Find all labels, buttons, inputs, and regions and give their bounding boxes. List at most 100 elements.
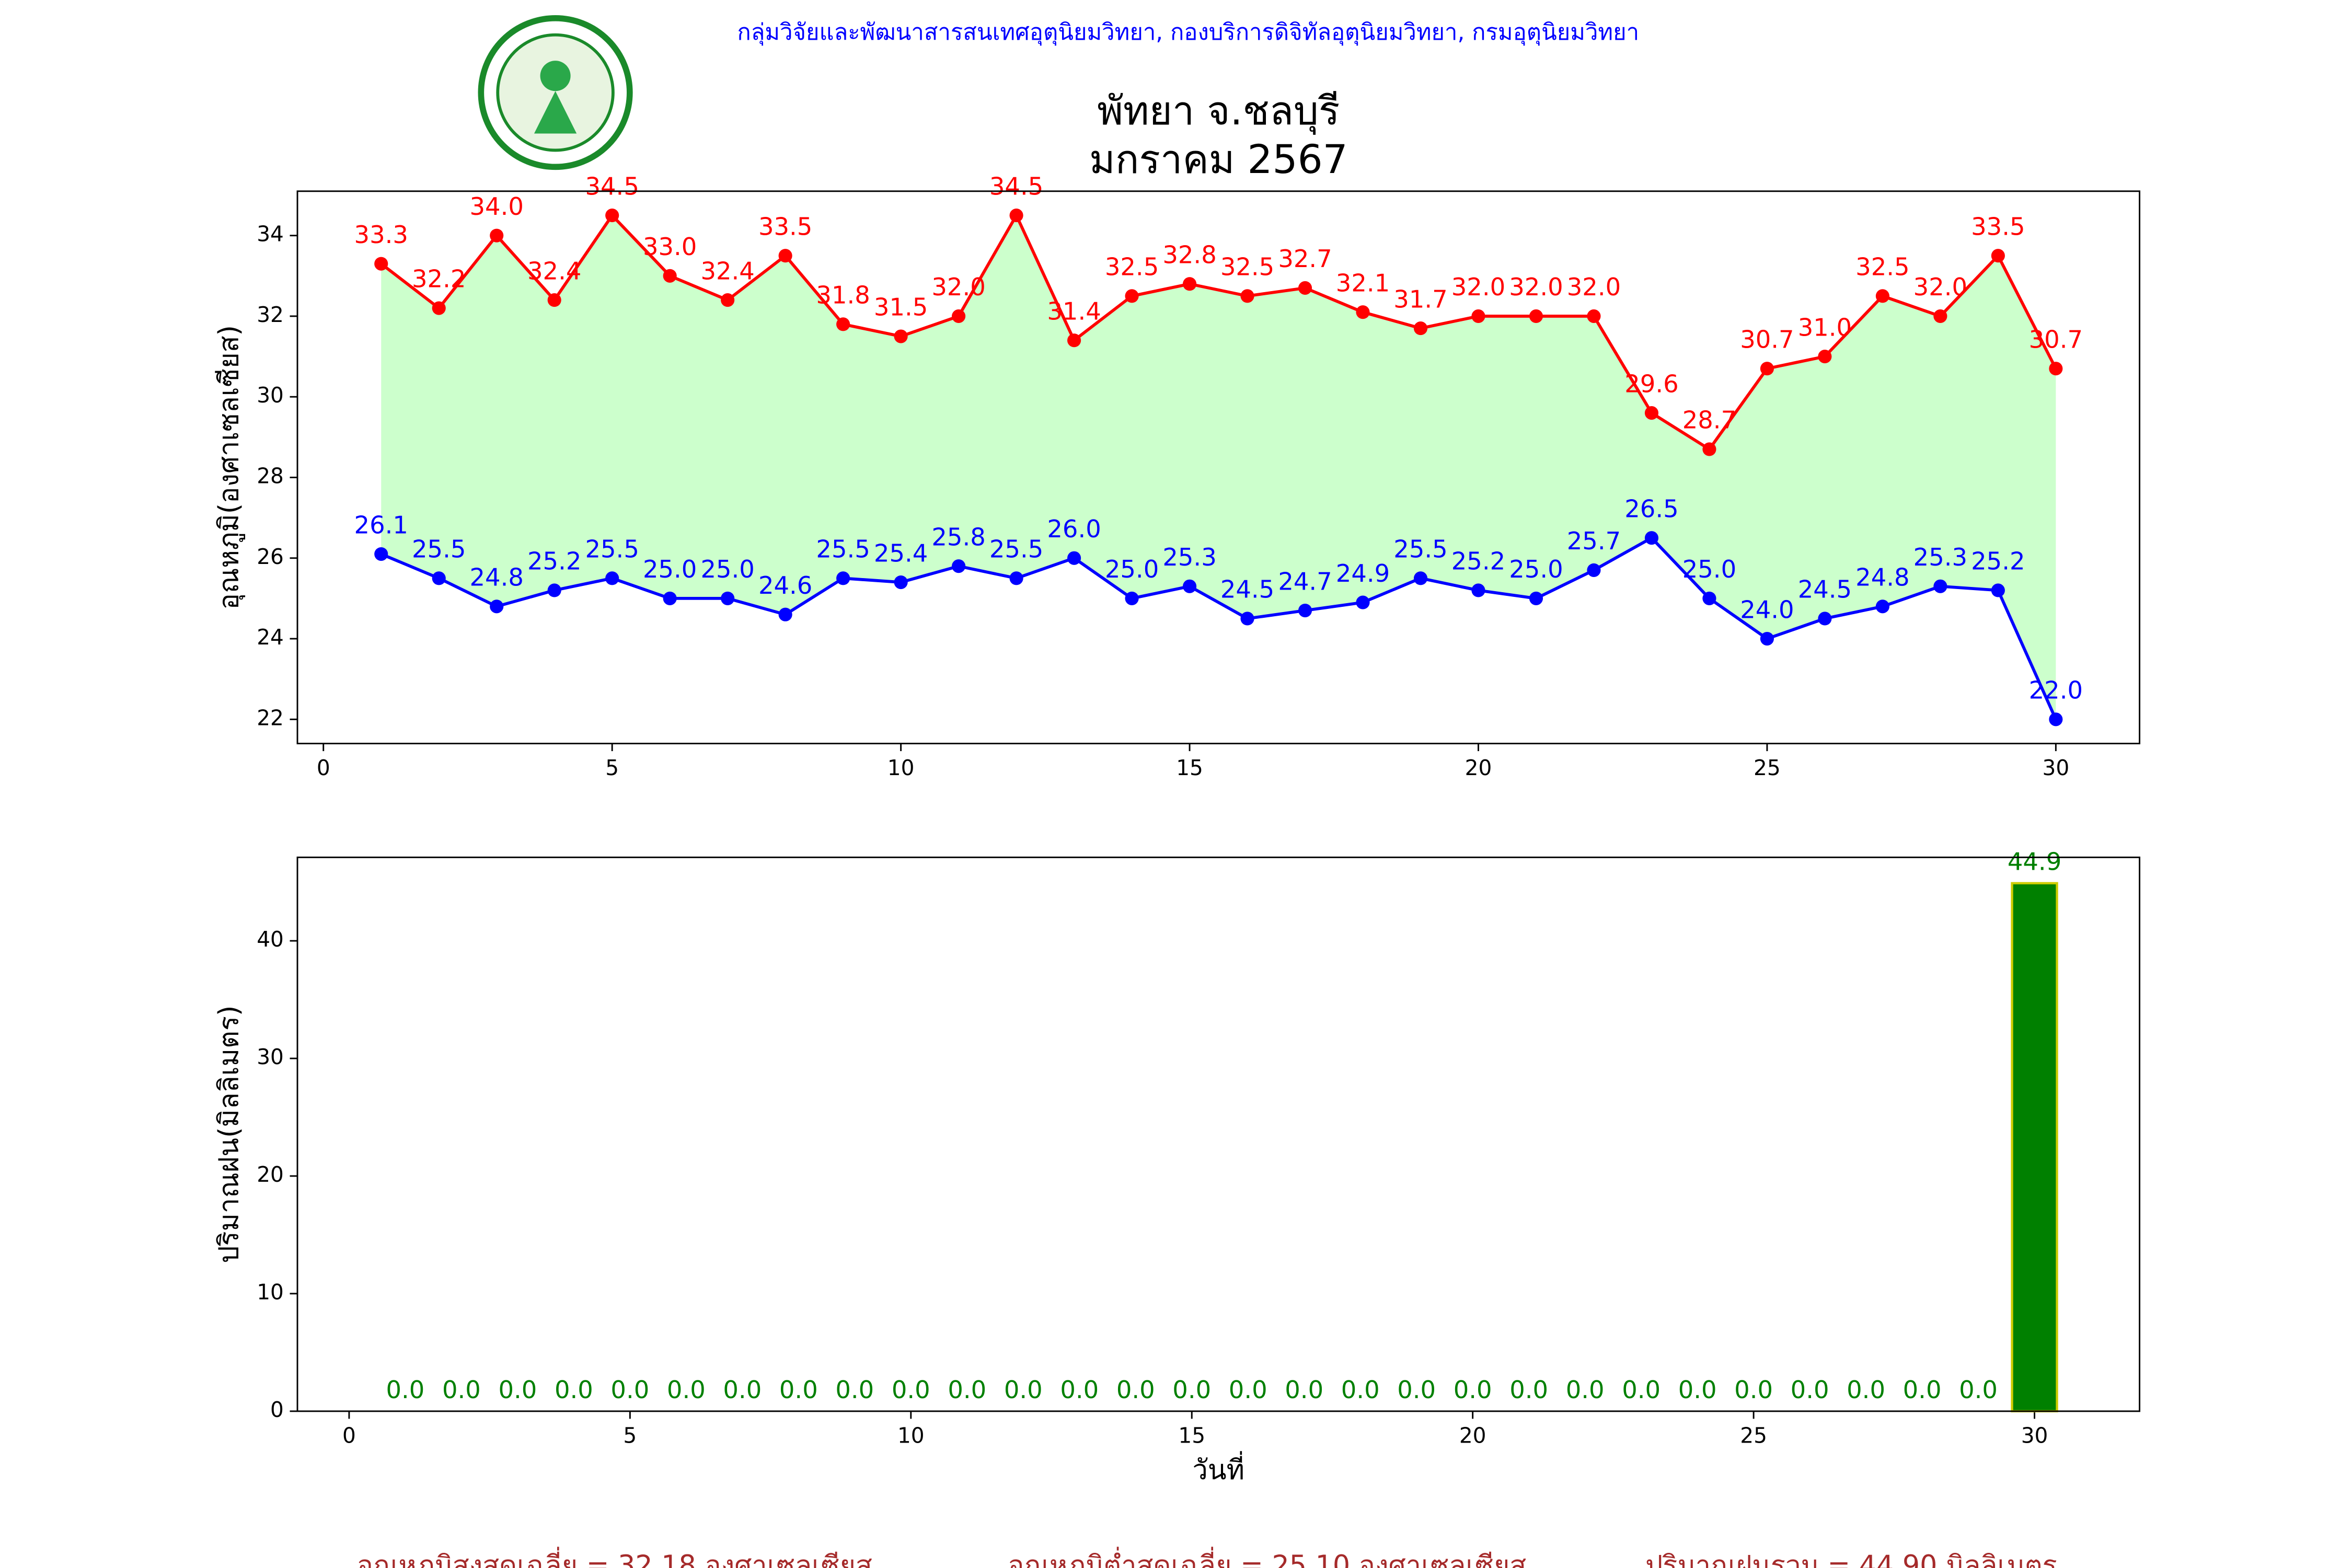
point: [1529, 309, 1543, 323]
logo: [478, 15, 633, 170]
value-label: 0.0: [498, 1376, 537, 1404]
value-label: 25.5: [412, 535, 466, 563]
value-label: 0.0: [1509, 1376, 1548, 1404]
point: [374, 547, 388, 561]
value-label: 0.0: [667, 1376, 706, 1404]
point: [1702, 591, 1716, 605]
value-label: 31.0: [1798, 313, 1852, 341]
point: [1818, 350, 1832, 364]
point: [1009, 209, 1023, 223]
point: [1933, 309, 1947, 323]
plot-frame: [296, 856, 2140, 1412]
value-label: 32.0: [1567, 273, 1621, 301]
chart-subtitle: มกราคม 2567: [1089, 136, 1348, 182]
value-label: 0.0: [1060, 1376, 1099, 1404]
point: [663, 269, 677, 283]
point: [1298, 281, 1312, 295]
value-label: 25.5: [989, 535, 1043, 563]
x-tick-label: 5: [605, 755, 619, 780]
y-tick-label: 24: [257, 625, 284, 650]
value-label: 24.8: [1855, 563, 1909, 592]
value-label: 31.4: [1047, 297, 1101, 325]
x-tick-label: 20: [1465, 755, 1492, 780]
value-label: 32.0: [1451, 273, 1505, 301]
plot-frame: [296, 190, 2140, 745]
header: กลุ่มวิจัยและพัฒนาสารสนเทศอุตุนิยมวิทยา,…: [737, 19, 1639, 46]
footer-note: อุณหภูมิต่ำสุดเฉลี่ย = 25.10 องศาเซลเซีย…: [1008, 1547, 1526, 1568]
x-tick-label: 10: [897, 1423, 925, 1448]
footer-note: อุณหภูมิสูงสุดเฉลี่ย = 32.18 องศาเซลเซีย…: [357, 1547, 872, 1568]
point: [1413, 571, 1428, 585]
point: [1587, 309, 1601, 323]
point: [1991, 583, 2005, 597]
point: [1240, 612, 1254, 626]
value-label: 25.0: [1682, 555, 1736, 583]
value-label: 0.0: [723, 1376, 762, 1404]
value-label: 25.0: [700, 555, 754, 583]
value-label: 32.0: [1509, 273, 1563, 301]
point: [721, 591, 735, 605]
point: [836, 317, 850, 331]
point: [2049, 712, 2063, 727]
value-label: 0.0: [1959, 1376, 1998, 1404]
point: [894, 575, 908, 590]
value-label: 0.0: [1622, 1376, 1661, 1404]
value-label: 34.0: [470, 192, 524, 221]
line: [380, 212, 2057, 452]
value-label: 33.5: [1971, 212, 2025, 240]
x-tick-label: 25: [1740, 1423, 1767, 1448]
point: [663, 591, 677, 605]
point: [1991, 249, 2005, 263]
value-label: 24.8: [470, 563, 524, 592]
value-label: 25.3: [1162, 543, 1216, 571]
value-label: 33.3: [354, 221, 408, 249]
point: [1125, 591, 1139, 605]
point: [952, 309, 966, 323]
point: [1240, 289, 1254, 303]
point: [952, 559, 966, 573]
point: [1644, 406, 1659, 420]
y-tick-label: 28: [257, 463, 284, 488]
value-label: 32.5: [1105, 253, 1159, 281]
value-label: 33.5: [758, 212, 812, 240]
value-label: 25.0: [1509, 555, 1563, 583]
point: [1875, 289, 1889, 303]
value-label: 0.0: [835, 1376, 874, 1404]
point: [432, 301, 446, 315]
value-label: 0.0: [610, 1376, 649, 1404]
value-label: 26.5: [1624, 494, 1678, 523]
point: [1760, 362, 1774, 376]
y-axis-label: อุณหภูมิ(องศาเซลเซียส): [213, 325, 245, 610]
value-label: 0.0: [1791, 1376, 1829, 1404]
y-tick-label: 0: [270, 1397, 284, 1422]
value-label: 0.0: [1678, 1376, 1717, 1404]
value-label: 0.0: [386, 1376, 424, 1404]
value-label: 25.2: [527, 547, 581, 575]
value-label: 26.1: [354, 511, 408, 539]
y-tick-label: 20: [257, 1162, 284, 1187]
value-label: 25.2: [1451, 547, 1505, 575]
y-tick-label: 22: [257, 705, 284, 730]
value-label: 24.0: [1740, 595, 1794, 624]
value-label: 32.0: [1913, 273, 1967, 301]
value-label: 24.5: [1220, 575, 1274, 604]
point: [721, 293, 735, 307]
x-tick-label: 20: [1459, 1423, 1486, 1448]
value-label: 26.0: [1047, 515, 1101, 543]
value-label: 0.0: [1734, 1376, 1773, 1404]
value-label: 32.5: [1220, 253, 1274, 281]
x-tick-label: 0: [342, 1423, 356, 1448]
point: [778, 249, 792, 263]
point: [490, 228, 504, 243]
point: [432, 571, 446, 585]
point: [605, 209, 619, 223]
y-tick-label: 40: [257, 927, 284, 952]
value-label: 0.0: [1454, 1376, 1492, 1404]
point: [1356, 595, 1370, 609]
point: [894, 329, 908, 343]
y-tick-label: 10: [257, 1279, 284, 1305]
value-label: 25.0: [643, 555, 697, 583]
value-label: 24.5: [1798, 575, 1852, 604]
x-tick-label: 30: [2021, 1423, 2048, 1448]
